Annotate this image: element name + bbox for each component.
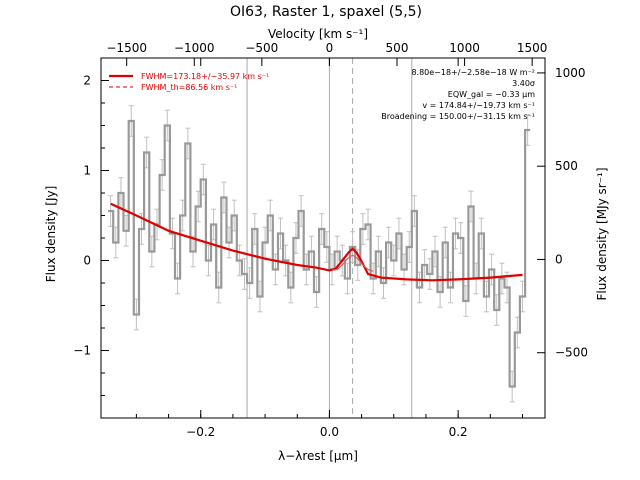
right-y-tick-label: 0	[555, 252, 563, 266]
x-tick-label: 0.2	[449, 425, 468, 439]
top-x-tick-label: 0	[326, 41, 334, 55]
top-x-tick-label: 1000	[449, 41, 480, 55]
right-y-tick-label: −500	[555, 346, 588, 360]
fit-line	[110, 202, 523, 282]
top-x-tick-label: 1500	[517, 41, 548, 55]
right-y-tick-label: 500	[555, 159, 578, 173]
fit-annotation: 3.40σ	[512, 79, 535, 88]
top-x-tick-label: −1000	[174, 41, 215, 55]
chart-title: OI63, Raster 1, spaxel (5,5)	[230, 4, 422, 20]
y-tick-label: 1	[83, 164, 91, 178]
fit-annotation: 8.80e−18+/−2.58e−18 W m⁻²	[411, 68, 535, 77]
y-tick-label: −1	[73, 344, 91, 358]
top-x-tick-label: −1500	[106, 41, 147, 55]
y-tick-label: 0	[83, 254, 91, 268]
y-tick-label: 2	[83, 74, 91, 88]
top-x-axis-label: Velocity [km s⁻¹]	[268, 27, 368, 41]
gaussian-component-line	[331, 254, 374, 272]
spectrum-series	[108, 119, 531, 388]
top-x-tick-label: 500	[386, 41, 409, 55]
fit-annotation: EQW_gal = −0.33 μm	[448, 90, 535, 99]
right-y-tick-label: 1000	[555, 66, 586, 80]
plot-area: −0.2 0.0 0.2 −1 0 1 2 −1500 −1000 −500 0 500 1000 150…	[73, 41, 588, 439]
fit-annotation: v = 174.84+/−19.73 km s⁻¹	[422, 101, 535, 110]
legend-label: FWHM_th=86.56 km s⁻¹	[141, 83, 237, 92]
fit-annotation: Broadening = 150.00+/−31.15 km s⁻¹	[381, 112, 535, 121]
x-tick-label: 0.0	[320, 425, 339, 439]
x-tick-label: −0.2	[186, 425, 215, 439]
y-axis-label: Flux density [Jy]	[44, 186, 58, 283]
legend-label: FWHM=173.18+/−35.97 km s⁻¹	[141, 72, 269, 81]
x-axis-label: λ−λrest [μm]	[278, 449, 358, 463]
right-y-axis-label: Flux density [MJy sr⁻¹]	[595, 167, 609, 300]
top-x-tick-label: −500	[245, 41, 278, 55]
